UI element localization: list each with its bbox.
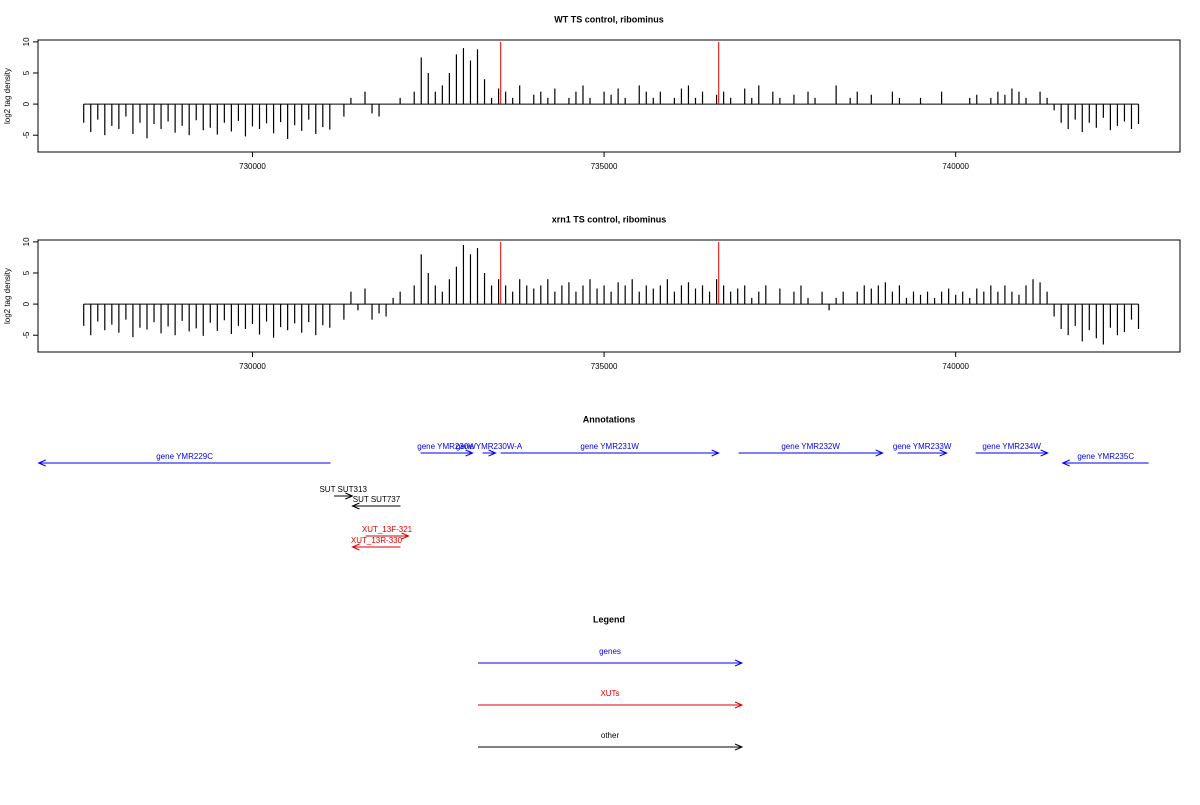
y-tick-label: -5 (22, 131, 31, 139)
feature-label: XUT_13R-330 (351, 536, 403, 545)
feature-arrow-head (875, 449, 884, 457)
feature-label: gene YMR232W (781, 442, 840, 451)
legend-label: genes (599, 647, 621, 656)
y-tick-label: -5 (22, 331, 31, 339)
feature-label: SUT SUT737 (353, 495, 401, 504)
y-tick-label: 10 (22, 237, 31, 246)
feature-arrow-head (345, 492, 354, 500)
feature-label: gene YMR233W (893, 442, 952, 451)
legend-label: other (601, 731, 620, 740)
legend-arrow-head (734, 743, 744, 751)
feature-label: gene YMR235C (1077, 452, 1134, 461)
feature-arrow-head (465, 449, 474, 457)
plot-frame (37, 39, 1181, 153)
feature-label: gene YMR229C (156, 452, 213, 461)
y-axis-label: log2 tag density (3, 68, 12, 124)
feature-label: gene YMR230W (417, 442, 476, 451)
feature-arrow-head (351, 543, 360, 551)
y-tick-label: 0 (22, 301, 31, 306)
feature-arrow-head (711, 449, 720, 457)
feature-label: gene YMR230W-A (456, 442, 523, 451)
x-tick-label: 730000 (239, 162, 266, 171)
feature-label: gene YMR234W (982, 442, 1041, 451)
feature-arrow-head (939, 449, 948, 457)
x-tick-label: 740000 (942, 362, 969, 371)
legend-arrow-head (734, 659, 744, 667)
x-tick-label: 740000 (942, 162, 969, 171)
legend-label: XUTs (600, 689, 619, 698)
chart-title: WT TS control, ribominus (554, 14, 664, 24)
feature-label: SUT SUT313 (319, 485, 367, 494)
y-tick-label: 5 (22, 270, 31, 275)
feature-arrow-head (1061, 459, 1070, 467)
x-tick-label: 730000 (239, 362, 266, 371)
feature-label: XUT_13F-321 (362, 525, 413, 534)
y-tick-label: 0 (22, 101, 31, 106)
legend-title: Legend (593, 614, 625, 624)
x-tick-label: 735000 (591, 162, 618, 171)
feature-arrow-head (37, 459, 46, 467)
x-tick-label: 735000 (591, 362, 618, 371)
feature-arrow-head (401, 532, 410, 540)
feature-label: gene YMR231W (580, 442, 639, 451)
y-axis-label: log2 tag density (3, 268, 12, 324)
feature-arrow-head (351, 502, 360, 510)
y-tick-label: 10 (22, 37, 31, 46)
legend-arrow-head (734, 701, 744, 709)
plot-frame (37, 239, 1181, 353)
y-tick-label: 5 (22, 70, 31, 75)
annotations-title: Annotations (583, 414, 636, 424)
chart-title: xrn1 TS control, ribominus (552, 214, 667, 224)
feature-arrow-head (1040, 449, 1049, 457)
feature-arrow-head (488, 449, 497, 457)
